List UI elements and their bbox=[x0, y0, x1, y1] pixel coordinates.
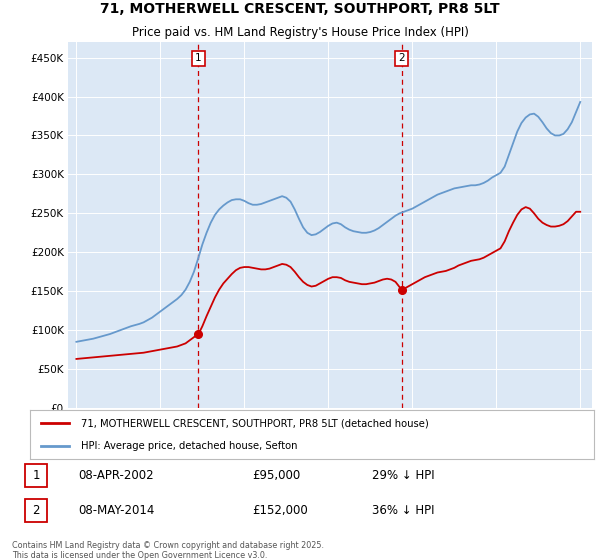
Text: 2016: 2016 bbox=[424, 408, 434, 433]
Text: 2019: 2019 bbox=[475, 408, 484, 433]
Text: 2000: 2000 bbox=[155, 408, 166, 433]
Text: 1: 1 bbox=[195, 53, 202, 63]
Text: 2021: 2021 bbox=[508, 408, 518, 433]
Text: 2002: 2002 bbox=[189, 408, 199, 433]
Text: 2015: 2015 bbox=[407, 408, 417, 433]
Text: 1996: 1996 bbox=[88, 408, 98, 432]
Text: 2017: 2017 bbox=[441, 408, 451, 433]
Text: Contains HM Land Registry data © Crown copyright and database right 2025.
This d: Contains HM Land Registry data © Crown c… bbox=[12, 540, 324, 560]
Text: 29% ↓ HPI: 29% ↓ HPI bbox=[372, 469, 434, 482]
Text: Price paid vs. HM Land Registry's House Price Index (HPI): Price paid vs. HM Land Registry's House … bbox=[131, 26, 469, 39]
Text: 36% ↓ HPI: 36% ↓ HPI bbox=[372, 504, 434, 517]
Text: 71, MOTHERWELL CRESCENT, SOUTHPORT, PR8 5LT: 71, MOTHERWELL CRESCENT, SOUTHPORT, PR8 … bbox=[100, 2, 500, 16]
Text: 2008: 2008 bbox=[290, 408, 300, 433]
Text: 2013: 2013 bbox=[374, 408, 384, 433]
Text: 2004: 2004 bbox=[223, 408, 233, 433]
Text: 2006: 2006 bbox=[256, 408, 266, 433]
Text: 2: 2 bbox=[32, 504, 40, 517]
Text: 2001: 2001 bbox=[172, 408, 182, 433]
Text: 2014: 2014 bbox=[391, 408, 400, 433]
Text: £95,000: £95,000 bbox=[252, 469, 300, 482]
Text: 1995: 1995 bbox=[71, 408, 82, 433]
Text: 2007: 2007 bbox=[273, 408, 283, 433]
Text: 2003: 2003 bbox=[206, 408, 216, 433]
Text: 1997: 1997 bbox=[105, 408, 115, 433]
Text: 2005: 2005 bbox=[239, 408, 250, 433]
Text: 2022: 2022 bbox=[525, 408, 535, 433]
Text: 1998: 1998 bbox=[122, 408, 132, 432]
Text: 2023: 2023 bbox=[542, 408, 551, 433]
Text: 2020: 2020 bbox=[491, 408, 501, 433]
Text: £152,000: £152,000 bbox=[252, 504, 308, 517]
Text: 71, MOTHERWELL CRESCENT, SOUTHPORT, PR8 5LT (detached house): 71, MOTHERWELL CRESCENT, SOUTHPORT, PR8 … bbox=[81, 418, 428, 428]
Text: 2024: 2024 bbox=[559, 408, 568, 433]
Text: 2009: 2009 bbox=[307, 408, 317, 433]
Text: 08-APR-2002: 08-APR-2002 bbox=[78, 469, 154, 482]
Text: HPI: Average price, detached house, Sefton: HPI: Average price, detached house, Seft… bbox=[81, 441, 297, 451]
Text: 1999: 1999 bbox=[139, 408, 149, 432]
Text: 2012: 2012 bbox=[357, 408, 367, 433]
Text: 2011: 2011 bbox=[340, 408, 350, 433]
Bar bbox=[25, 499, 47, 521]
Text: 1: 1 bbox=[32, 469, 40, 482]
Bar bbox=[25, 464, 47, 487]
Text: 2018: 2018 bbox=[458, 408, 467, 433]
Text: 2025: 2025 bbox=[575, 408, 585, 433]
Text: 2010: 2010 bbox=[323, 408, 334, 433]
Text: 08-MAY-2014: 08-MAY-2014 bbox=[78, 504, 154, 517]
Text: 2: 2 bbox=[398, 53, 405, 63]
